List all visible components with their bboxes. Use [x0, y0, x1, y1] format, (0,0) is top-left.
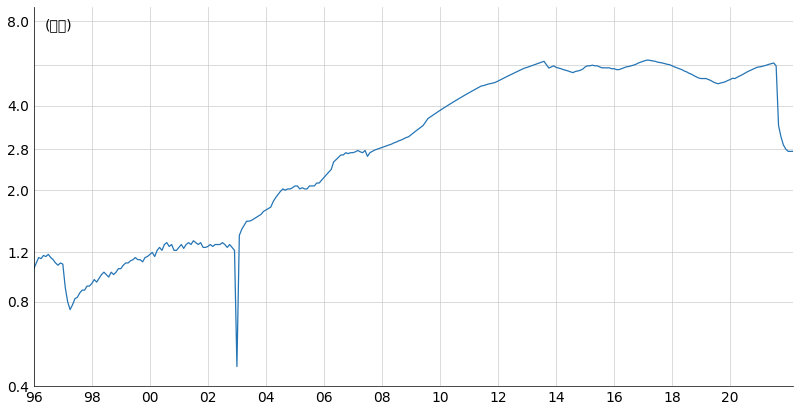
- Text: (百万): (百万): [45, 18, 73, 32]
